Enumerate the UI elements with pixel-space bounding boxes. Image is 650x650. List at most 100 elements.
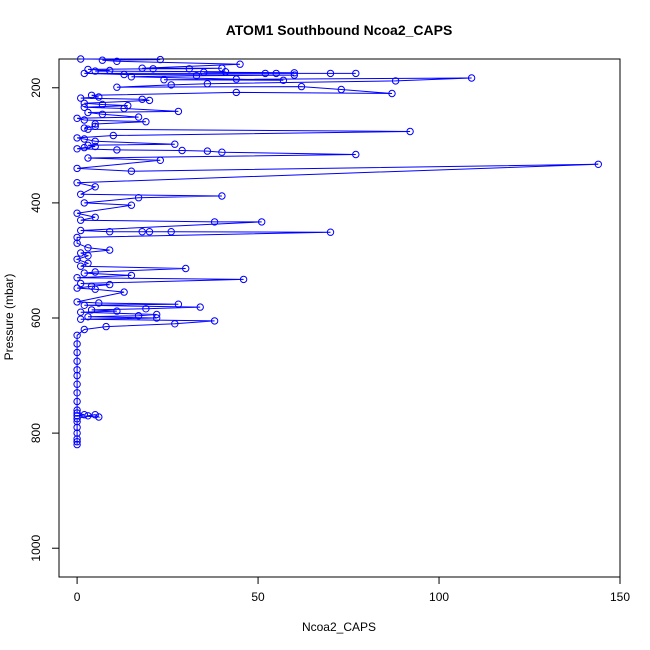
y-tick-label: 600: [29, 308, 43, 328]
series-layer: [73, 55, 602, 449]
data-point: [87, 306, 96, 314]
data-point: [98, 56, 107, 64]
data-point: [124, 101, 132, 110]
data-point: [406, 127, 414, 136]
data-point: [167, 81, 175, 89]
data-point: [73, 406, 81, 414]
data-point: [391, 77, 400, 85]
data-point: [326, 228, 335, 236]
data-point: [171, 320, 179, 328]
y-axis-label: Pressure (mbar): [2, 274, 16, 361]
data-point: [73, 274, 81, 282]
data-point: [138, 64, 146, 72]
x-tick-label: 0: [74, 590, 81, 604]
data-point: [352, 69, 360, 78]
x-axis-label: Ncoa2_CAPS: [302, 620, 376, 634]
data-point: [279, 76, 288, 85]
data-point: [84, 141, 92, 150]
data-point: [290, 69, 298, 77]
x-tick-label: 100: [429, 590, 449, 604]
data-point: [80, 116, 89, 124]
data-point: [80, 143, 89, 152]
data-point: [236, 60, 244, 68]
data-point: [337, 85, 345, 94]
data-point: [80, 199, 89, 207]
data-point: [73, 423, 81, 432]
data-point: [80, 99, 89, 108]
y-tick-label: 1000: [29, 535, 43, 562]
data-point: [142, 118, 150, 126]
data-point: [87, 91, 96, 100]
data-point: [91, 122, 99, 131]
data-point: [77, 249, 85, 257]
data-point: [467, 74, 476, 82]
data-point: [218, 148, 226, 156]
chart-title: ATOM1 Southbound Ncoa2_CAPS: [226, 22, 453, 38]
data-point: [73, 389, 81, 397]
data-point: [171, 140, 179, 148]
data-point: [106, 228, 114, 236]
data-point: [91, 268, 99, 276]
data-point: [102, 322, 110, 331]
data-point: [109, 131, 118, 140]
data-point: [77, 94, 85, 102]
data-point: [203, 147, 212, 155]
data-point: [84, 244, 92, 252]
data-point: [87, 282, 96, 290]
data-point: [106, 66, 114, 75]
data-point: [73, 145, 81, 153]
x-tick-label: 50: [251, 590, 265, 604]
data-point: [73, 380, 81, 388]
data-point: [77, 190, 85, 199]
data-point: [174, 107, 183, 116]
data-point: [77, 216, 85, 224]
data-point: [73, 438, 81, 446]
data-point: [200, 68, 208, 76]
data-point: [106, 280, 114, 289]
data-point: [98, 110, 107, 119]
data-point: [73, 284, 81, 292]
data-point: [73, 114, 81, 123]
data-point: [192, 72, 201, 80]
data-point: [178, 146, 186, 155]
data-point: [84, 65, 92, 74]
data-point: [91, 183, 99, 191]
data-point: [91, 120, 99, 128]
data-point: [73, 371, 81, 380]
data-point: [127, 167, 136, 175]
y-tick-label: 800: [29, 423, 43, 443]
data-point: [80, 135, 89, 143]
data-point: [142, 305, 150, 313]
data-point: [91, 67, 99, 75]
data-point: [98, 100, 107, 109]
data-point: [149, 65, 157, 73]
data-point: [127, 73, 136, 81]
data-point: [73, 429, 81, 437]
data-point: [73, 331, 81, 339]
data-point: [272, 69, 280, 78]
y-axis: 200 400 600 800 1000: [29, 77, 60, 562]
data-point: [84, 154, 92, 162]
data-point: [160, 76, 168, 84]
data-point: [134, 113, 143, 121]
data-point: [113, 57, 121, 65]
data-point: [91, 213, 99, 222]
data-point: [261, 69, 269, 78]
data-point: [127, 201, 136, 209]
data-point: [156, 156, 165, 165]
data-point: [113, 307, 121, 315]
data-point: [77, 315, 85, 323]
data-point: [73, 412, 81, 420]
y-tick-label: 400: [29, 193, 43, 213]
data-point: [185, 65, 194, 73]
data-point: [84, 108, 92, 117]
data-point: [138, 228, 146, 236]
data-point: [232, 88, 241, 97]
y-tick-label: 200: [29, 77, 43, 97]
data-point: [73, 435, 81, 443]
x-axis: 0 50 100 150: [74, 576, 630, 604]
data-point: [80, 103, 89, 112]
data-point: [80, 69, 89, 78]
data-point: [258, 218, 266, 226]
series-line: [75, 58, 599, 445]
